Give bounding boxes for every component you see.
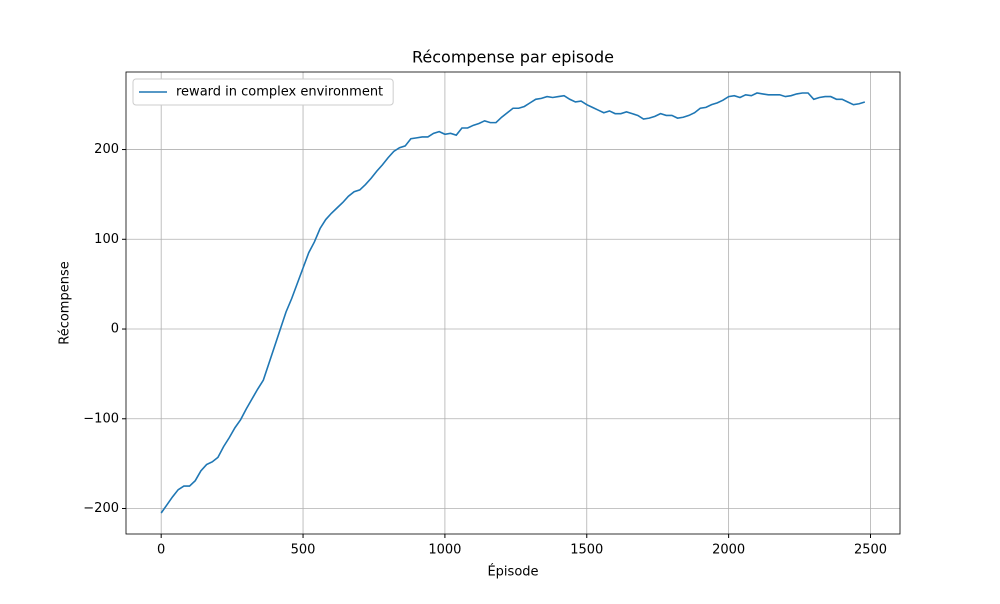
line-series [160, 92, 866, 514]
y-tick-label: 0 [111, 322, 119, 337]
x-axis-label: Épisode [487, 564, 538, 580]
plot-frame [125, 71, 901, 535]
y-tick-label: 100 [94, 232, 119, 247]
legend-label: reward in complex environment [176, 85, 383, 100]
x-tick-label: 500 [291, 543, 316, 558]
y-tick-label: −100 [83, 411, 119, 426]
x-tick-label: 0 [157, 543, 165, 558]
x-tick-label: 1000 [428, 543, 461, 558]
y-tick-label: 200 [94, 142, 119, 157]
x-tick-label: 2000 [712, 543, 745, 558]
y-tick-label: −200 [83, 501, 119, 516]
y-axis-label: Récompense [58, 261, 73, 344]
x-tick-label: 2500 [854, 543, 887, 558]
x-tick-label: 1500 [570, 543, 603, 558]
legend-box [132, 78, 394, 106]
chart-title: Récompense par episode [412, 48, 614, 67]
